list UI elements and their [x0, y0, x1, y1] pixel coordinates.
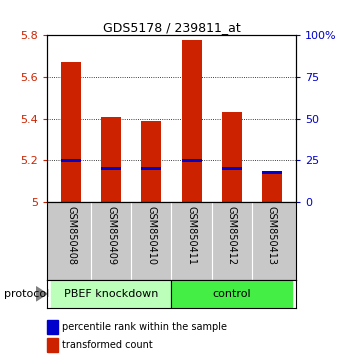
Text: GSM850413: GSM850413 [267, 206, 277, 265]
Bar [182, 40, 201, 202]
Bar [222, 167, 242, 170]
Bar [101, 116, 121, 202]
Text: GSM850410: GSM850410 [147, 206, 156, 265]
Polygon shape [36, 287, 47, 301]
Text: GSM850409: GSM850409 [106, 206, 116, 265]
Bar [262, 171, 282, 174]
Title: GDS5178 / 239811_at: GDS5178 / 239811_at [103, 21, 240, 34]
Text: percentile rank within the sample: percentile rank within the sample [62, 322, 227, 332]
Bar [61, 159, 81, 161]
Text: GSM850411: GSM850411 [187, 206, 196, 265]
Text: protocol: protocol [4, 289, 49, 299]
Bar [61, 62, 81, 202]
Bar [262, 171, 282, 202]
Bar [182, 159, 201, 161]
Text: GSM850408: GSM850408 [66, 206, 76, 265]
Bar [222, 112, 242, 202]
Text: PBEF knockdown: PBEF knockdown [64, 289, 158, 299]
Bar [171, 280, 292, 308]
Bar [142, 121, 161, 202]
Bar [101, 167, 121, 170]
Text: GSM850412: GSM850412 [227, 206, 237, 265]
Bar [142, 167, 161, 170]
Bar [51, 280, 171, 308]
Text: transformed count: transformed count [62, 340, 153, 350]
Text: control: control [212, 289, 251, 299]
